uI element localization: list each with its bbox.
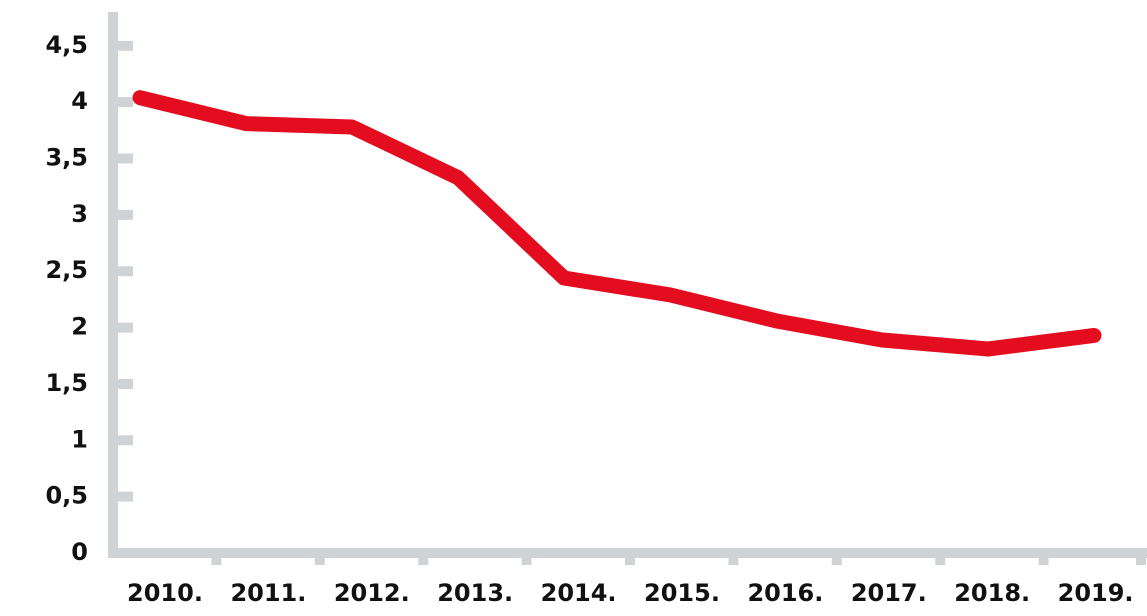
x-tick-label: 2014. (541, 579, 617, 607)
x-tick-label: 2013. (437, 579, 513, 607)
y-tick-label: 2 (71, 313, 88, 341)
y-tick-label: 0 (71, 538, 88, 566)
x-tick-label: 2010. (127, 579, 203, 607)
x-tick-label: 2019. (1058, 579, 1134, 607)
line (132, 90, 1102, 357)
y-tick-label: 3 (71, 200, 88, 228)
x-tick-label: 2018. (954, 579, 1030, 607)
y-tick-label: 1 (71, 425, 88, 453)
x-tick-label: 2015. (644, 579, 720, 607)
x-tick-label: 2017. (851, 579, 927, 607)
y-tick-label: 0,5 (45, 482, 88, 510)
y-tick-label: 4,5 (45, 31, 88, 59)
x-tick-label: 2011. (230, 579, 306, 607)
y-tick-label: 1,5 (45, 369, 88, 397)
y-tick-label: 2,5 (45, 256, 88, 284)
y-tick-label: 4 (71, 87, 88, 115)
y-tick-label: 3,5 (45, 144, 88, 172)
x-tick-label: 2016. (747, 579, 823, 607)
x-tick-label: 2012. (334, 579, 410, 607)
